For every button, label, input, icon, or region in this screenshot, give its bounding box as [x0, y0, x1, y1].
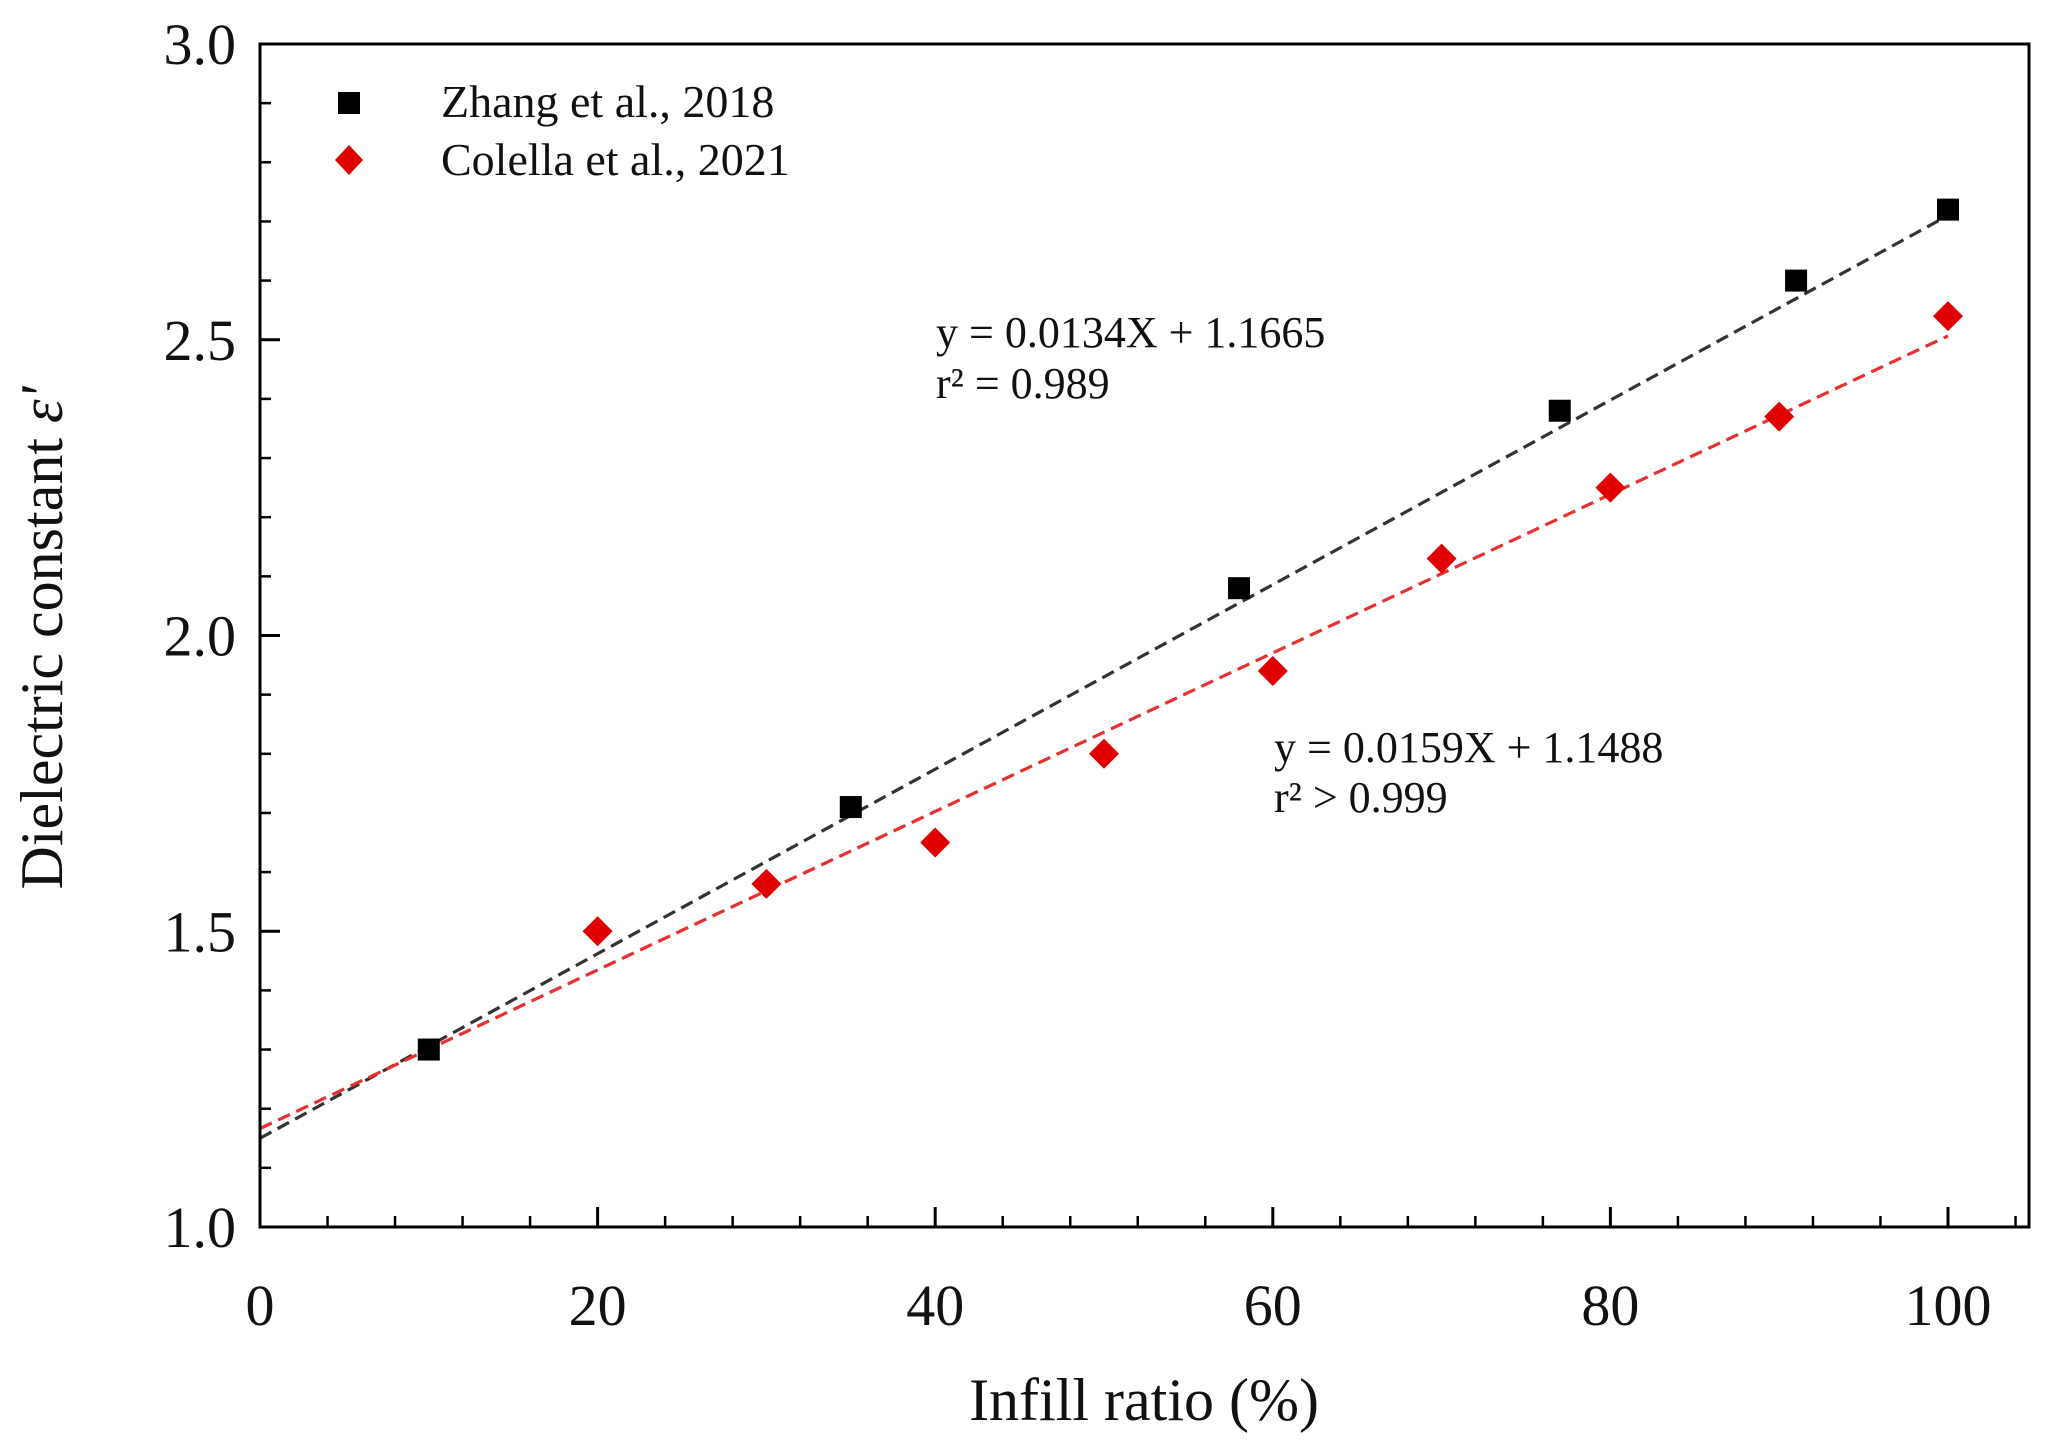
x-tick-label: 40: [906, 1273, 964, 1338]
r2-colella: r² > 0.999: [1274, 773, 1448, 822]
r2-zhang: r² = 0.989: [936, 359, 1110, 408]
legend-label-colella: Colella et al., 2021: [441, 134, 790, 185]
x-tick-label: 80: [1581, 1273, 1639, 1338]
y-axis-label-symbol: ε': [9, 385, 75, 423]
y-tick-label: 3.0: [164, 12, 237, 77]
square-marker: [1785, 269, 1808, 292]
y-tick-label: 1.5: [164, 899, 237, 964]
legend-diamond-icon: [335, 145, 363, 175]
diamond-marker: [1426, 543, 1457, 574]
diamond-marker: [1933, 301, 1963, 332]
diamond-marker: [751, 868, 782, 899]
legend: Zhang et al., 2018 Colella et al., 2021: [335, 76, 790, 185]
fit-lines: [259, 214, 1949, 1140]
equation-zhang: y = 0.0134X + 1.1665: [936, 308, 1325, 357]
y-axis-label: Dielectric constant ε': [9, 385, 75, 889]
annotation-upper: y = 0.0134X + 1.1665 r² = 0.989: [936, 308, 1325, 408]
diamond-marker: [1595, 472, 1626, 503]
x-tick-label: 0: [246, 1273, 275, 1338]
diamond-marker: [1764, 401, 1795, 432]
x-tick-label: 60: [1244, 1273, 1302, 1338]
y-axis-ticks: 1.0 1.5 2.0 2.5 3.0: [164, 12, 280, 1260]
annotation-lower: y = 0.0159X + 1.1488 r² > 0.999: [1274, 723, 1663, 822]
x-tick-label: 20: [569, 1273, 627, 1338]
diamond-marker: [1089, 738, 1119, 769]
data-markers: [417, 198, 1963, 1061]
square-marker: [1937, 198, 1959, 221]
square-marker: [839, 796, 862, 819]
y-axis-label-text: Dielectric constant: [9, 423, 75, 889]
y-tick-label: 2.0: [164, 604, 237, 669]
diamond-marker: [920, 827, 951, 858]
square-marker: [1228, 577, 1251, 600]
legend-label-zhang: Zhang et al., 2018: [441, 76, 774, 127]
plot-frame: [258, 42, 2031, 1229]
square-marker: [1548, 399, 1571, 422]
x-axis-ticks: 0 20 40 60 80 100: [246, 1207, 2017, 1338]
x-tick-label: 100: [1905, 1273, 1992, 1338]
legend-square-icon: [338, 92, 360, 114]
y-tick-label: 1.0: [164, 1195, 237, 1260]
y-tick-label: 2.5: [164, 308, 237, 373]
diamond-marker: [582, 916, 613, 947]
fit-line-series-2: [259, 334, 1949, 1130]
equation-colella: y = 0.0159X + 1.1488: [1274, 723, 1663, 772]
square-marker: [417, 1038, 440, 1061]
x-axis-label: Infill ratio (%): [969, 1367, 1319, 1433]
fit-line-series-1: [259, 214, 1949, 1140]
diamond-marker: [1257, 655, 1288, 686]
